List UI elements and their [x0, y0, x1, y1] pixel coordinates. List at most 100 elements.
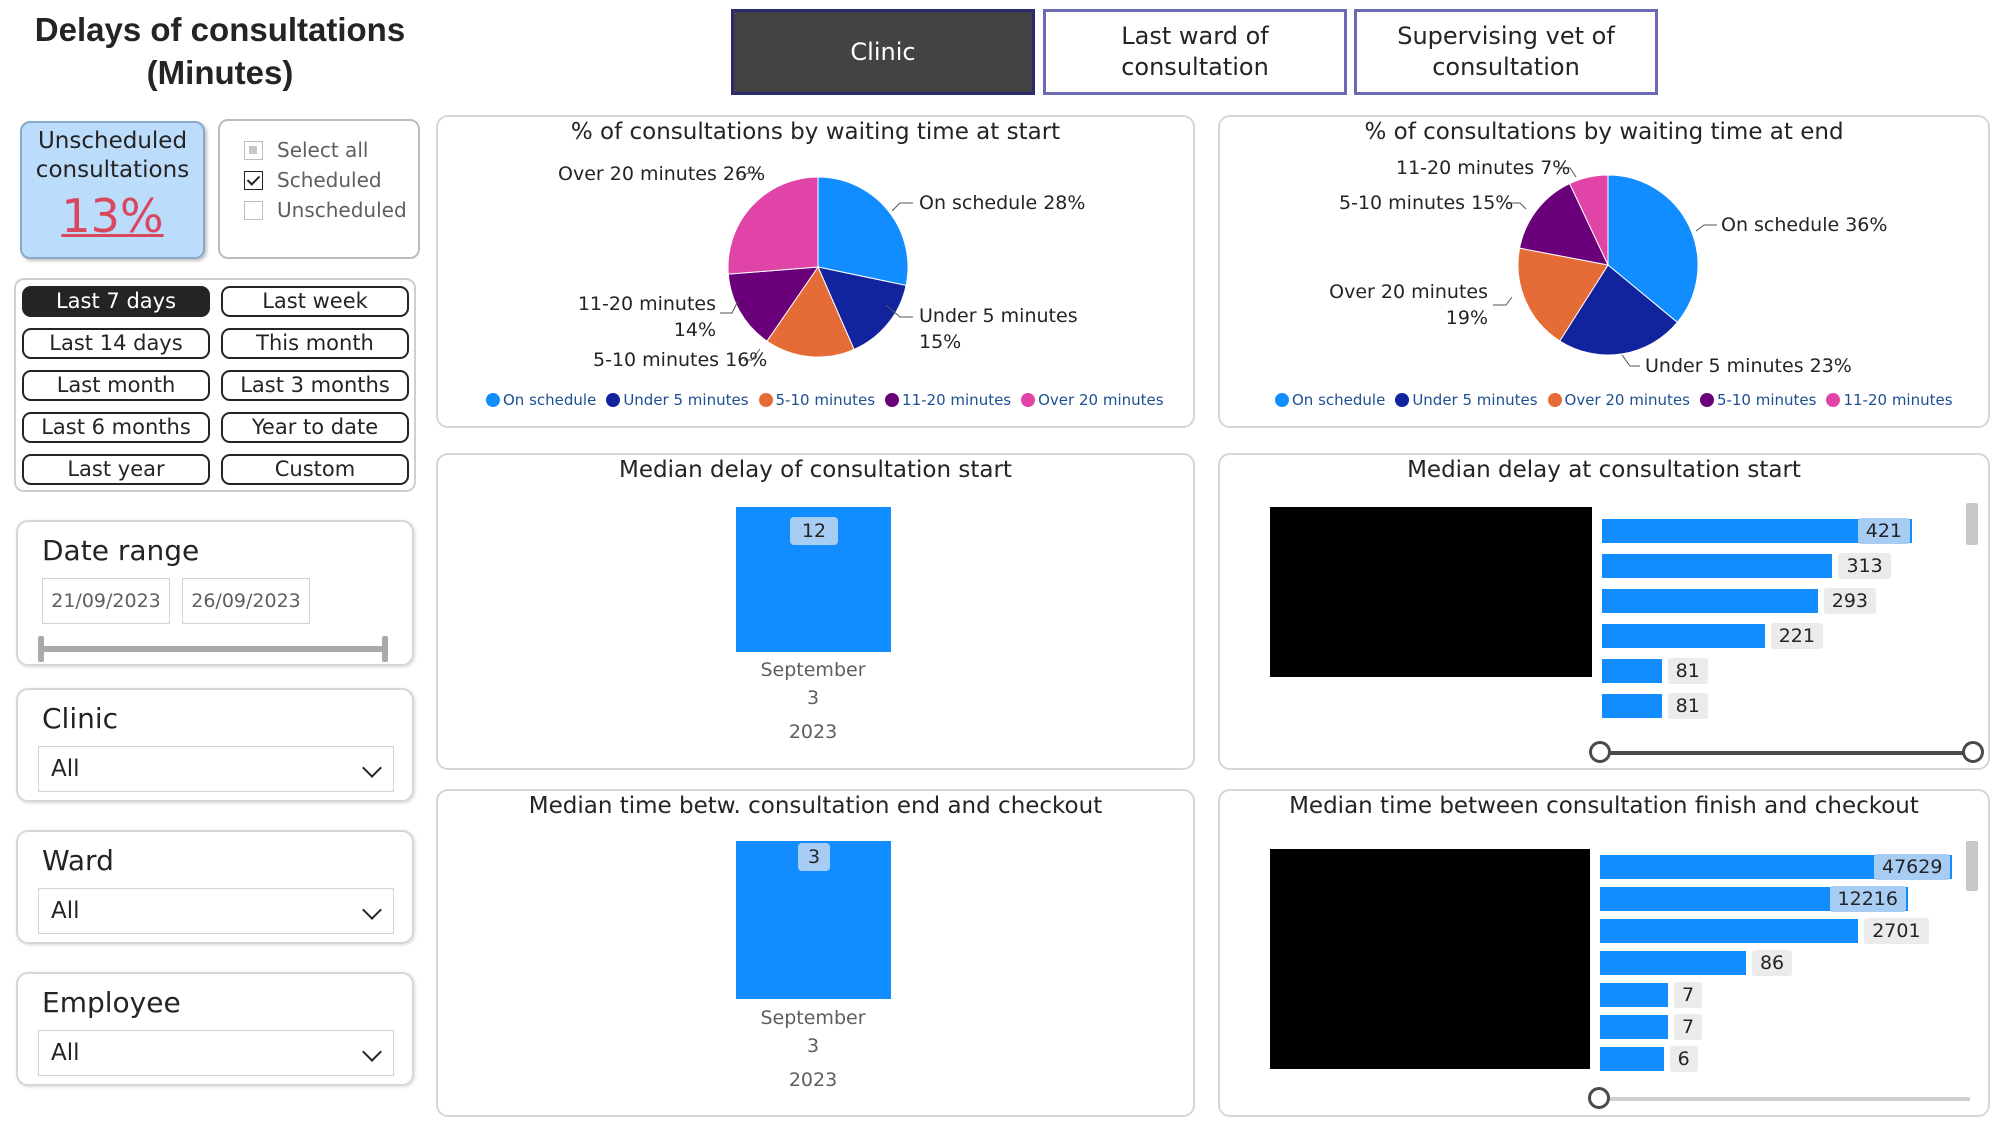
zoom-slider-track[interactable]	[1600, 751, 1970, 755]
preset-year-to-date[interactable]: Year to date	[221, 412, 409, 443]
leader-line	[1493, 296, 1513, 306]
hbar-value-label: 7	[1673, 982, 1703, 1008]
ward-dropdown[interactable]: All	[38, 888, 394, 934]
checklist-item-scheduled[interactable]: Scheduled	[220, 165, 418, 195]
hbar-value-label: 81	[1667, 693, 1708, 719]
pie-slice-5-10-minutes[interactable]	[1519, 182, 1609, 266]
hbar-value-label: 6	[1669, 1046, 1698, 1072]
preset-last-month[interactable]: Last month	[22, 370, 210, 401]
pie-slice-over-20-minutes[interactable]	[727, 176, 819, 275]
chart-title: Median delay of consultation start	[619, 457, 1012, 483]
hbar-value-label: 86	[1751, 950, 1793, 976]
preset-last-week[interactable]: Last week	[221, 286, 409, 317]
legend-dot-icon	[1395, 393, 1410, 407]
preset-last-3-months[interactable]: Last 3 months	[221, 370, 409, 401]
pie-chart-end	[1493, 167, 1717, 367]
legend-item[interactable]: Under 5 minutes	[1395, 391, 1538, 409]
tab-clinic[interactable]: Clinic	[731, 9, 1035, 95]
pie-slice-5-10-minutes[interactable]	[766, 265, 855, 358]
date-range-end-handle[interactable]	[382, 636, 388, 662]
checklist-label: Unscheduled	[277, 198, 407, 222]
hbar[interactable]	[1600, 1015, 1668, 1039]
slice-label-on-schedule: On schedule 36%	[1721, 214, 1888, 236]
hbar[interactable]	[1602, 694, 1662, 718]
ward-slicer: Ward All	[16, 830, 414, 944]
legend-dot-icon	[1699, 393, 1714, 407]
hbar[interactable]	[1602, 554, 1833, 578]
legend-dot-icon	[1275, 393, 1289, 407]
preset-last-7-days[interactable]: Last 7 days	[22, 286, 210, 317]
legend-item[interactable]: On schedule	[486, 391, 596, 409]
unchecked-checkbox-icon[interactable]	[244, 200, 263, 220]
date-range-start-handle[interactable]	[38, 636, 44, 662]
pie-slice-11-20-minutes[interactable]	[1569, 174, 1609, 266]
kpi-label: Unscheduled consultations	[35, 128, 190, 183]
pie-slice-on-schedule[interactable]	[1607, 174, 1699, 324]
slice-label-under-5: Under 5 minutes 23%	[1645, 355, 1852, 377]
checklist-item-select-all[interactable]: Select all	[220, 135, 418, 165]
legend-item[interactable]: Over 20 minutes	[1547, 391, 1690, 409]
hbar[interactable]	[1602, 624, 1765, 648]
preset-last-6-months[interactable]: Last 6 months	[22, 412, 210, 443]
legend-label: On schedule	[503, 391, 597, 409]
legend-item[interactable]: 5-10 minutes	[1699, 391, 1816, 409]
date-range-title: Date range	[42, 534, 200, 567]
date-start-input[interactable]: 21/09/2023	[42, 578, 170, 624]
pie-slice-over-20-minutes[interactable]	[1517, 247, 1609, 342]
leader-line	[1558, 167, 1577, 178]
legend-label: Over 20 minutes	[1038, 391, 1164, 409]
page-title: Delays of consultations (Minutes)	[34, 11, 406, 91]
date-preset-panel: Last 7 days Last week Last 14 days This …	[14, 278, 416, 492]
pie-slice-under-5-minutes[interactable]	[817, 266, 907, 351]
employee-dropdown[interactable]: All	[38, 1030, 394, 1076]
preset-last-year[interactable]: Last year	[22, 454, 210, 485]
preset-custom[interactable]: Custom	[221, 454, 409, 485]
slice-label-5-10: 5-10 minutes 15%	[1339, 192, 1514, 214]
preset-last-14-days[interactable]: Last 14 days	[22, 328, 210, 359]
slice-label-11-20: 11-20 minutes 14%	[577, 293, 716, 341]
hbar[interactable]	[1600, 919, 1859, 943]
legend-item[interactable]: On schedule	[1275, 391, 1385, 409]
zoom-slider-start-handle[interactable]	[1588, 1087, 1610, 1109]
pie-slice-under-5-minutes[interactable]	[1559, 264, 1679, 356]
scrollbar[interactable]	[1966, 503, 1978, 545]
date-end-input[interactable]: 26/09/2023	[182, 578, 310, 624]
hbar[interactable]	[1602, 659, 1662, 683]
legend-item[interactable]: 11-20 minutes	[885, 391, 1011, 409]
scrollbar[interactable]	[1966, 841, 1978, 891]
x-tick-label: 3	[806, 1035, 820, 1057]
checklist-item-unscheduled[interactable]: Unscheduled	[220, 195, 418, 225]
zoom-slider-end-handle[interactable]	[1962, 741, 1984, 763]
kpi-card: Unscheduled consultations 13%	[20, 121, 205, 259]
slice-label-over-20: Over 20 minutes 26%	[558, 163, 766, 185]
schedule-type-slicer: Select all Scheduled Unscheduled	[218, 119, 420, 259]
hbar[interactable]	[1600, 951, 1746, 975]
preset-this-month[interactable]: This month	[221, 328, 409, 359]
legend-item[interactable]: 5-10 minutes	[758, 391, 875, 409]
partial-checkbox-icon[interactable]	[244, 140, 263, 160]
employee-slicer-title: Employee	[42, 986, 181, 1019]
date-range-track[interactable]	[42, 646, 384, 652]
bar-value-label: 3	[798, 843, 830, 871]
pie-slice-11-20-minutes[interactable]	[727, 266, 820, 342]
hbar[interactable]	[1600, 983, 1668, 1007]
checked-checkbox-icon[interactable]	[244, 170, 263, 190]
legend-item[interactable]: Under 5 minutes	[606, 391, 749, 409]
clinic-dropdown[interactable]: All	[38, 746, 394, 792]
legend-item[interactable]: 11-20 minutes	[1826, 391, 1953, 409]
tab-last-ward[interactable]: Last ward of consultation	[1043, 9, 1347, 95]
hbar[interactable]	[1602, 589, 1818, 613]
hbar[interactable]	[1600, 1047, 1664, 1071]
hbar-value-label: 12216	[1829, 886, 1906, 912]
checklist-label: Scheduled	[277, 168, 382, 192]
pie-slice-on-schedule[interactable]	[817, 176, 909, 287]
tab-supervising-vet[interactable]: Supervising vet of consultation	[1354, 9, 1658, 95]
hbar-value-label: 421	[1857, 518, 1910, 544]
zoom-slider-track[interactable]	[1600, 1097, 1970, 1101]
legend-item[interactable]: Over 20 minutes	[1021, 391, 1164, 409]
legend-label: 11-20 minutes	[902, 391, 1012, 409]
kpi-value: 13%	[61, 189, 164, 243]
ward-dropdown-value: All	[51, 898, 80, 924]
pie-chart-end-card: % of consultations by waiting time at en…	[1218, 115, 1990, 428]
zoom-slider-start-handle[interactable]	[1589, 741, 1611, 763]
